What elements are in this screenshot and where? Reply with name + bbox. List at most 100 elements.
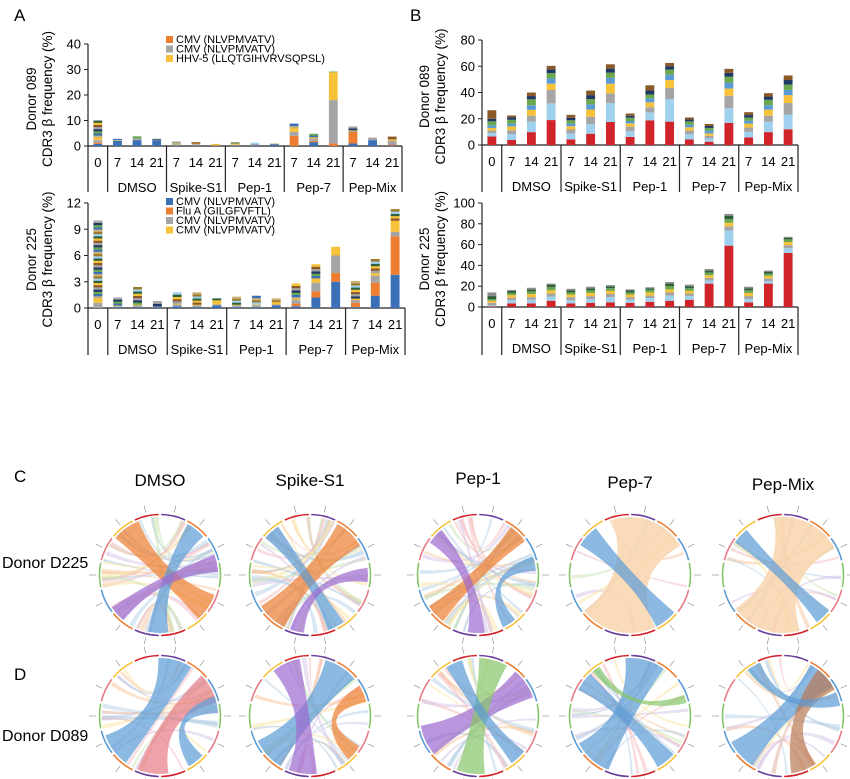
chord-ribbon [574, 727, 681, 749]
bar-segment [526, 303, 536, 307]
bar-segment [645, 295, 655, 299]
bar-segment [507, 300, 517, 304]
bar-segment [192, 304, 202, 306]
chord-segment-arc [416, 703, 420, 729]
bar-segment [605, 72, 615, 78]
bar-stack [192, 292, 202, 308]
bar-segment [566, 303, 576, 307]
chord-segment-arc [830, 537, 843, 561]
bar-segment [291, 294, 301, 298]
bar-segment [311, 266, 321, 270]
x-tick-label: 14 [643, 154, 657, 169]
bar-segment [744, 286, 754, 289]
bar-segment [351, 289, 360, 293]
bar-segment [645, 120, 655, 145]
chord-segment-arc [677, 537, 690, 561]
bar-segment [704, 141, 714, 145]
bar-segment [93, 251, 103, 255]
bar-segment [487, 121, 497, 126]
x-tick-label: 7 [114, 317, 121, 332]
bar-segment [311, 268, 321, 272]
bar-stack [487, 110, 497, 145]
bar-stack [113, 138, 122, 146]
bar-segment [586, 292, 596, 297]
bar-segment [291, 283, 301, 286]
bar-segment [328, 143, 338, 146]
bar-segment [93, 129, 103, 132]
bar-segment [251, 302, 261, 305]
segment-label-mark [491, 637, 495, 645]
chord-segment-arc [161, 770, 186, 778]
bar-segment [724, 68, 734, 73]
group-label: Spike-S1 [171, 342, 224, 357]
bar-segment [546, 120, 556, 145]
segment-label-mark [461, 505, 465, 513]
chord-segment-arc [284, 513, 309, 521]
bar-segment [192, 305, 202, 308]
x-tick-label: 14 [583, 316, 597, 331]
bar-segment [370, 273, 380, 276]
row-label: Donor 225 [24, 228, 39, 291]
bar-stack [348, 126, 358, 146]
bar-segment [526, 299, 536, 304]
bar-segment [291, 292, 301, 295]
chord-segment-arc [604, 629, 629, 637]
bar-segment [93, 143, 103, 146]
bar-segment [368, 140, 377, 146]
chord-ribbon [429, 529, 485, 633]
bar-segment [191, 143, 201, 145]
bar-segment [232, 298, 242, 301]
bar-segment [132, 136, 142, 139]
bar-segment [625, 136, 635, 145]
bar-segment [93, 271, 103, 275]
bar-segment [152, 138, 162, 140]
chord-ribbon [308, 657, 323, 688]
bar-segment [370, 268, 380, 271]
x-tick-label: 7 [508, 316, 515, 331]
legend-label: CMV (NLVPMVATV) [176, 34, 275, 46]
bar-segment [348, 126, 358, 129]
bar-segment [487, 299, 497, 301]
chord-ribbon [178, 696, 218, 767]
group-label: Pep-Mix [745, 179, 793, 194]
bar-segment [368, 138, 377, 141]
segment-label-mark [491, 646, 495, 654]
bar-segment [526, 294, 536, 298]
chord-segment-arc [416, 562, 420, 588]
segment-label-mark [323, 505, 327, 513]
bar-segment [348, 143, 358, 146]
segment-label-mark [718, 602, 726, 607]
bar-stack [171, 141, 181, 146]
y-tick-label: 0 [468, 138, 475, 153]
chord-segment-arc [735, 754, 757, 771]
group-label: Pep-1 [239, 342, 274, 357]
bar-segment [507, 303, 517, 307]
x-tick-label: 21 [781, 154, 795, 169]
chord-segment-arc [735, 520, 757, 537]
bar-segment [507, 117, 517, 120]
segment-label-mark [199, 660, 205, 667]
bar-stack [289, 123, 299, 146]
bar-segment [724, 72, 734, 77]
bar-segment [172, 294, 182, 297]
bar-segment [625, 131, 635, 137]
segment-label-mark [323, 646, 327, 654]
bar-segment [93, 249, 103, 252]
legend-swatch [166, 36, 173, 43]
y-tick-label: 0 [74, 301, 81, 316]
bar-segment [171, 144, 181, 146]
chord-segment-arc [656, 754, 678, 771]
y-tick-label: 10 [67, 113, 81, 128]
bar-segment [487, 130, 497, 134]
x-tick-label: 7 [290, 155, 297, 170]
bar-segment [93, 293, 103, 297]
y-tick-label: 12 [67, 196, 81, 211]
bar-stack [93, 120, 103, 146]
bar-segment [192, 294, 202, 297]
chord-segment-arc [250, 730, 263, 754]
bar-segment [625, 289, 635, 291]
y-axis-label: CDR3 β frequency (%) [40, 191, 55, 327]
bar-stack [507, 115, 517, 145]
col-title-pep-7: Pep-7 [607, 473, 652, 492]
bar-segment [546, 290, 556, 294]
